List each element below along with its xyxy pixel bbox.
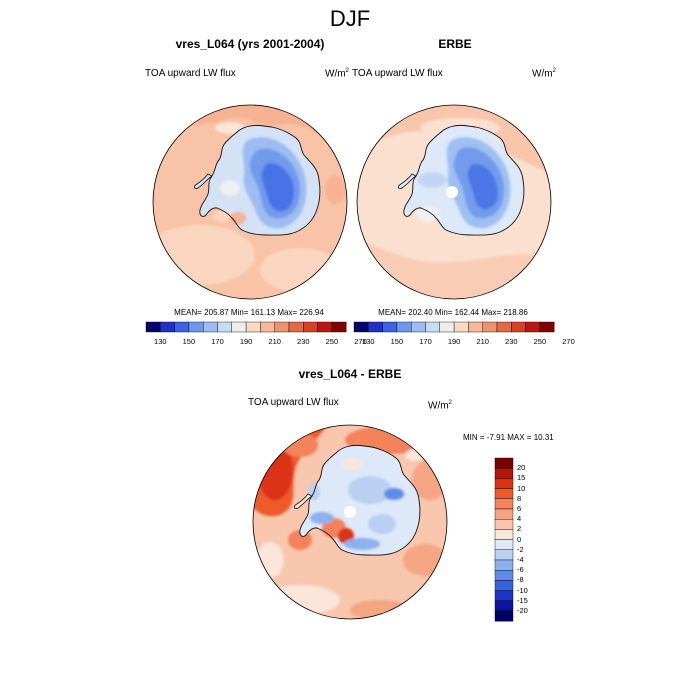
panel-model-units: W/m2 — [325, 68, 349, 80]
colorbar-box — [274, 321, 290, 333]
panel-model-stats: MEAN= 205.87 Min= 161.13 Max= 226.94 — [174, 308, 324, 317]
colorbar-box — [494, 570, 514, 581]
colorbar-tick-label: 210 — [268, 337, 281, 346]
colorbar-box — [382, 321, 398, 333]
map-model — [152, 104, 348, 300]
colorbar-box — [494, 478, 514, 489]
colorbar-box — [411, 321, 426, 333]
panel-obs-units: W/m2 — [532, 68, 556, 80]
colorbar-tick-label: -8 — [517, 575, 524, 585]
abs-colorbar-model — [145, 321, 347, 333]
colorbar-tick-label: 150 — [390, 337, 404, 346]
colorbar-tick-label: 190 — [239, 337, 253, 346]
panel-obs-title: ERBE — [438, 37, 472, 51]
colorbar-tick-label: 170 — [211, 337, 224, 346]
colorbar-box — [145, 321, 161, 333]
colorbar-tick-label: 0 — [517, 534, 522, 544]
panel-model-variable: TOA upward LW flux — [145, 68, 236, 79]
colorbar-tick-label: 15 — [517, 473, 526, 483]
colorbar-box — [439, 321, 455, 333]
colorbar-box — [188, 321, 204, 333]
colorbar-tick-label: 20 — [517, 463, 526, 473]
colorbar-box — [174, 321, 190, 333]
colorbar-tick-label: 8 — [517, 493, 522, 503]
colorbar-box — [494, 539, 514, 550]
colorbar-box — [494, 559, 514, 571]
colorbar-box — [368, 321, 383, 333]
colorbar-tick-label: -20 — [517, 606, 528, 615]
colorbar-box — [494, 508, 514, 520]
colorbar-box — [482, 321, 498, 333]
colorbar-box — [494, 590, 514, 601]
colorbar-box — [353, 321, 369, 333]
map-obs — [356, 104, 552, 300]
colorbar-tick-label: 190 — [447, 337, 461, 346]
colorbar-box — [288, 321, 304, 333]
panel-obs-stats: MEAN= 202.40 Min= 162.44 Max= 218.86 — [378, 308, 528, 317]
panel-obs-variable: TOA upward LW flux — [352, 68, 443, 79]
colorbar-tick-label: 130 — [154, 337, 167, 346]
colorbar-box — [260, 321, 275, 333]
colorbar-box — [539, 321, 555, 333]
colorbar-tick-label: 250 — [325, 337, 339, 346]
colorbar-box — [494, 519, 514, 530]
colorbar-box — [202, 321, 218, 333]
colorbar-tick-label: 230 — [505, 337, 518, 346]
colorbar-tick-label: -2 — [517, 544, 524, 554]
colorbar-box — [494, 488, 514, 500]
colorbar-box — [217, 321, 233, 333]
colorbar-box — [525, 321, 541, 333]
colorbar-box — [494, 457, 514, 469]
diff-colorbar — [494, 457, 514, 622]
colorbar-box — [511, 321, 526, 333]
colorbar-box — [494, 529, 514, 540]
colorbar-tick-label: 270 — [354, 337, 367, 346]
colorbar-box — [425, 321, 441, 333]
map-diff — [252, 424, 448, 620]
colorbar-tick-label: 10 — [517, 483, 526, 493]
colorbar-tick-label: 6 — [517, 504, 522, 513]
colorbar-tick-label: -15 — [517, 595, 528, 605]
colorbar-box — [494, 610, 514, 622]
colorbar-tick-label: 210 — [476, 337, 489, 346]
panel-diff-title: vres_L064 - ERBE — [298, 367, 402, 381]
colorbar-tick-label: 170 — [419, 337, 432, 346]
panel-model-title: vres_L064 (yrs 2001-2004) — [175, 37, 325, 51]
colorbar-box — [331, 321, 347, 333]
colorbar-tick-label: 250 — [533, 337, 547, 346]
colorbar-box — [496, 321, 512, 333]
panel-diff-stats: MIN = -7.91 MAX = 10.31 — [463, 433, 554, 442]
colorbar-box — [317, 321, 333, 333]
colorbar-box — [231, 321, 247, 333]
colorbar-tick-label: 2 — [517, 524, 522, 534]
colorbar-tick-label: 270 — [562, 337, 575, 346]
colorbar-box — [160, 321, 175, 333]
colorbar-box — [494, 468, 514, 479]
panel-diff-units: W/m2 — [428, 400, 452, 412]
figure-title: DJF — [329, 6, 371, 31]
colorbar-box — [468, 321, 483, 333]
colorbar-box — [494, 498, 514, 510]
colorbar-tick-label: 130 — [362, 337, 375, 346]
colorbar-box — [396, 321, 412, 333]
abs-colorbar-obs — [353, 321, 555, 333]
colorbar-box — [245, 321, 261, 333]
colorbar-box — [303, 321, 318, 333]
colorbar-box — [494, 580, 514, 591]
colorbar-box — [494, 600, 514, 612]
colorbar-tick-label: -10 — [517, 585, 528, 595]
colorbar-box — [494, 549, 514, 561]
colorbar-box — [453, 321, 469, 333]
panel-diff-variable: TOA upward LW flux — [248, 397, 339, 408]
colorbar-tick-label: 230 — [297, 337, 310, 346]
colorbar-tick-label: -6 — [517, 565, 524, 575]
colorbar-tick-label: 4 — [517, 514, 522, 524]
colorbar-tick-label: -4 — [517, 555, 524, 564]
colorbar-tick-label: 150 — [182, 337, 196, 346]
